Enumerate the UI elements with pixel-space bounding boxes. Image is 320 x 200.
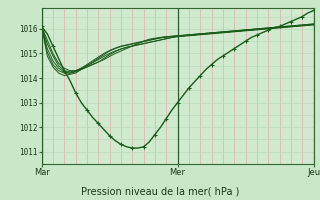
Text: Pression niveau de la mer( hPa ): Pression niveau de la mer( hPa ) [81, 186, 239, 196]
